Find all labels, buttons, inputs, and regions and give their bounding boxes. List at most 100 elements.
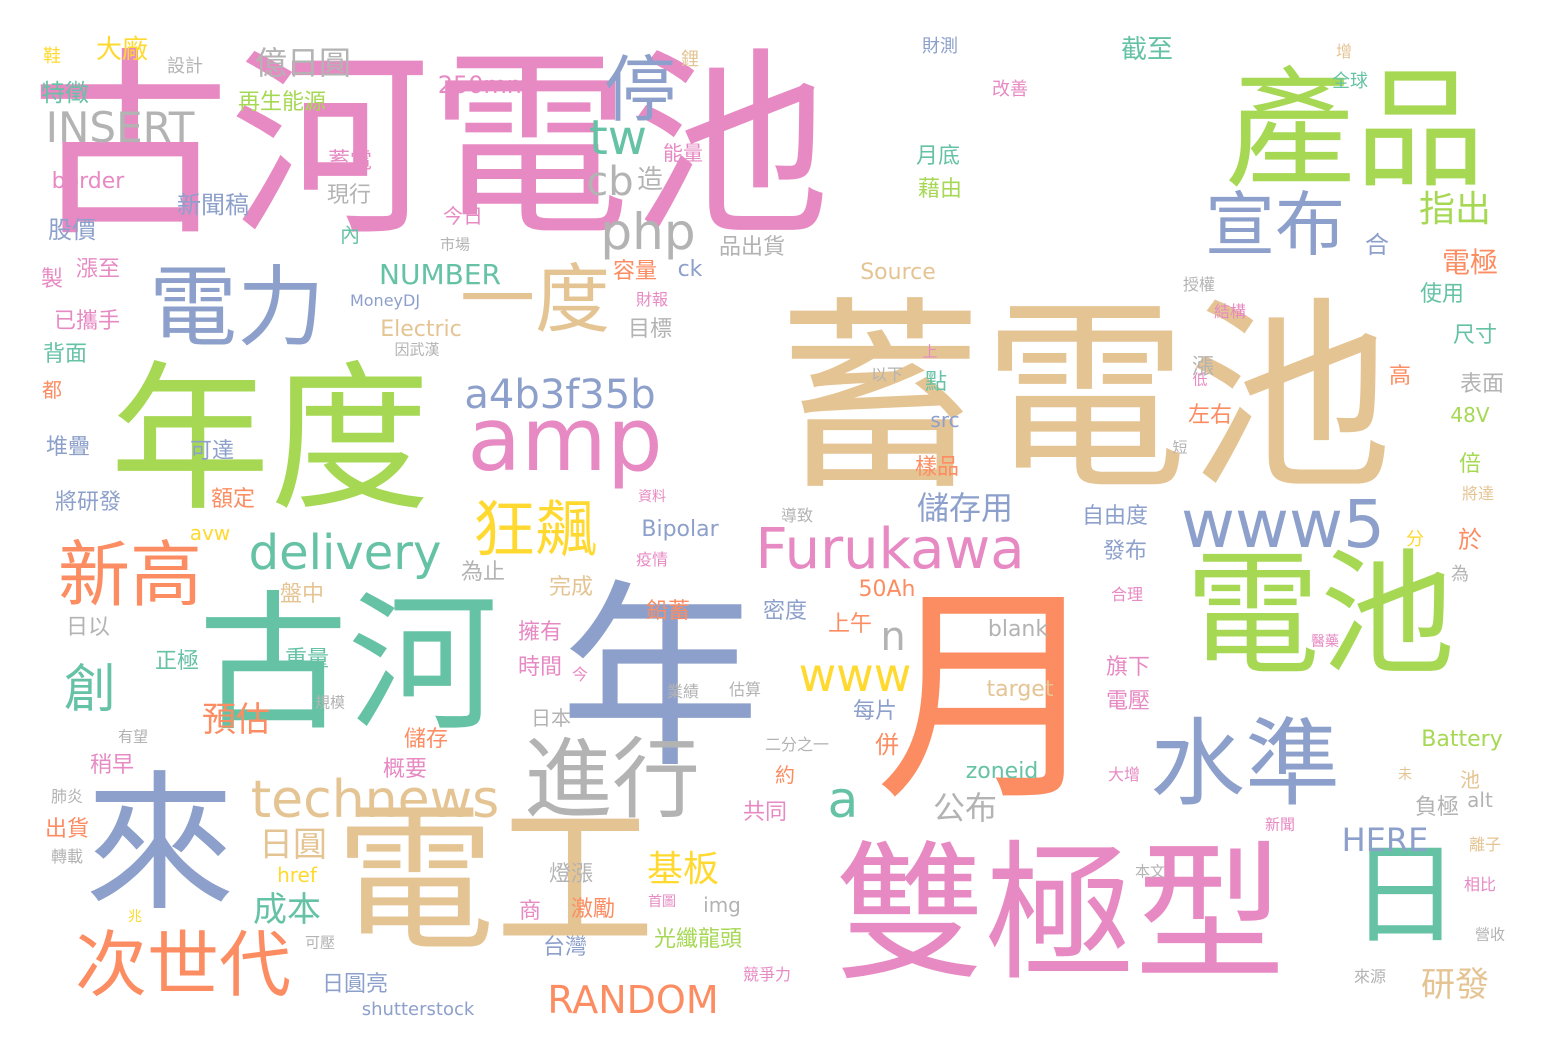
word-160: 出貨 — [44, 817, 90, 842]
word-92: 低 — [1192, 370, 1208, 389]
word-94: 漲 — [1191, 355, 1215, 380]
word-151: zoneid — [965, 759, 1039, 784]
word-136: target — [986, 677, 1054, 702]
word-128: 上午 — [827, 612, 873, 637]
word-55: 財測 — [922, 36, 958, 57]
word-120: 完成 — [548, 575, 594, 600]
word-58: 全球 — [1332, 71, 1368, 92]
word-153: 未 — [1398, 767, 1412, 783]
word-23: 狂飆 — [472, 493, 598, 566]
word-133: 時間 — [517, 655, 563, 680]
word-39: 指出 — [1418, 189, 1492, 230]
word-174: 台灣 — [542, 935, 588, 960]
word-57: 增 — [1335, 42, 1353, 61]
word-25: delivery — [248, 525, 442, 581]
word-50: 截至 — [1120, 35, 1174, 65]
word-117: 於 — [1458, 526, 1482, 554]
word-49: 250mm — [437, 71, 531, 99]
word-73: 合 — [1365, 231, 1389, 259]
word-40: 日圓 — [259, 825, 327, 865]
word-111: 自由度 — [1081, 504, 1149, 529]
word-115: 發布 — [1102, 539, 1148, 564]
word-166: 本文 — [1134, 862, 1166, 881]
word-168: img — [703, 893, 741, 917]
word-81: MoneyDJ — [349, 291, 421, 310]
word-131: 正極 — [154, 649, 200, 674]
word-107: 資料 — [638, 489, 666, 505]
word-171: 激勵 — [570, 897, 616, 922]
word-14: 進行 — [523, 728, 701, 831]
word-27: php — [600, 203, 696, 261]
word-77: 容量 — [612, 259, 658, 284]
word-129: 擁有 — [517, 620, 563, 645]
word-64: 現行 — [326, 183, 372, 208]
word-150: 約 — [775, 763, 795, 787]
word-159: 共同 — [742, 800, 788, 825]
word-6: 電工 — [334, 786, 656, 973]
word-162: 轉載 — [50, 847, 84, 866]
word-149: 概要 — [382, 757, 428, 782]
word-87: 尺寸 — [1452, 323, 1498, 348]
word-44: 預估 — [202, 700, 270, 740]
word-33: n — [880, 614, 906, 660]
word-130: 醫藥 — [1311, 634, 1339, 650]
word-29: cb — [586, 159, 634, 205]
word-30: INSERT — [45, 103, 195, 152]
word-60: 再生能源 — [237, 90, 327, 115]
word-46: 研發 — [1421, 965, 1489, 1005]
word-140: 每片 — [852, 699, 898, 724]
word-52: 特徵 — [41, 79, 89, 107]
word-65: 內 — [340, 223, 360, 247]
word-61: border — [51, 169, 125, 194]
word-173: 光纖龍頭 — [653, 927, 743, 952]
word-100: 48V — [1450, 403, 1490, 427]
word-79: ck — [677, 257, 703, 282]
word-4: 年 — [559, 563, 761, 796]
word-161: 新聞 — [1264, 815, 1296, 834]
word-114: 疫情 — [635, 550, 669, 569]
word-98: 左右 — [1187, 403, 1233, 428]
word-13: 水準 — [1149, 709, 1341, 820]
word-47: 造 — [636, 165, 664, 195]
word-1: 蓄電池 — [777, 280, 1393, 519]
word-20: Furukawa — [755, 517, 1025, 582]
word-36: 基板 — [646, 849, 720, 890]
word-72: 品出貨 — [718, 235, 786, 260]
word-80: Source — [860, 260, 936, 285]
word-137: 業績 — [666, 682, 700, 701]
word-96: 高 — [1388, 364, 1412, 389]
word-108: 將達 — [1461, 484, 1495, 503]
word-147: 儲存 — [403, 727, 449, 752]
word-17: 宣布 — [1205, 184, 1345, 266]
word-118: 為止 — [460, 560, 506, 585]
word-26: a4b3f35b — [464, 372, 656, 418]
word-67: 市場 — [439, 235, 471, 254]
word-69: 月底 — [915, 144, 961, 169]
word-45: NUMBER — [379, 258, 501, 291]
word-119: 為 — [1451, 564, 1469, 585]
word-103: 短 — [1172, 438, 1188, 457]
word-141: 電壓 — [1105, 689, 1151, 714]
word-104: 樣品 — [914, 455, 960, 480]
word-9: 產品 — [1224, 54, 1486, 206]
word-135: 旗下 — [1105, 655, 1151, 680]
word-95: 點 — [924, 370, 948, 395]
word-138: 估算 — [728, 680, 762, 699]
word-91: 以下 — [870, 365, 904, 384]
word-144: 二分之一 — [764, 735, 830, 754]
word-71: 股價 — [48, 216, 96, 244]
word-102: 可達 — [189, 439, 235, 464]
word-89: 因武漢 — [394, 340, 440, 359]
word-21: 新高 — [57, 533, 203, 617]
word-16: 一度 — [459, 255, 611, 344]
word-74: 製 — [40, 267, 64, 292]
word-123: 合理 — [1110, 585, 1144, 604]
word-59: 改善 — [992, 79, 1028, 100]
word-143: 有望 — [117, 727, 149, 746]
word-142: 日本 — [531, 706, 571, 730]
word-53: 設計 — [167, 56, 203, 77]
word-2: 年度 — [109, 346, 431, 533]
word-113: Bipolar — [641, 517, 719, 542]
word-83: 目標 — [627, 317, 673, 342]
